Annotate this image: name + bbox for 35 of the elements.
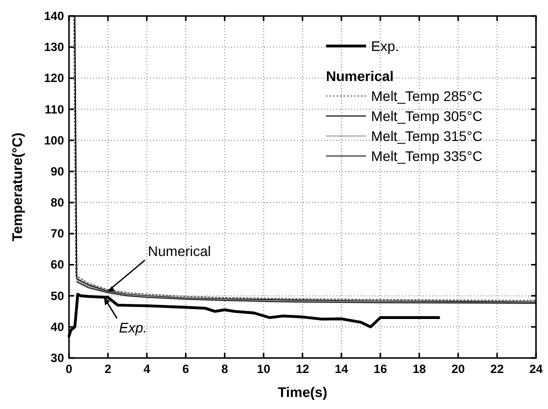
x-tick-label: 20 [451, 362, 466, 376]
x-tick-label: 0 [66, 362, 73, 376]
x-tick-label: 6 [182, 362, 190, 376]
y-tick-label: 120 [44, 71, 64, 86]
legend-label: Exp. [371, 38, 400, 54]
legend-title: Numerical [326, 68, 394, 84]
y-tick-label: 110 [44, 102, 64, 116]
x-tick-label: 18 [412, 362, 426, 376]
x-tick-label: 8 [221, 362, 228, 376]
y-tick-label: 140 [44, 9, 64, 23]
x-tick-label: 14 [334, 362, 348, 376]
y-tick-label: 40 [50, 320, 64, 334]
legend-label: Melt_Temp 335°C [371, 148, 482, 164]
y-tick-label: 50 [50, 288, 64, 303]
y-tick-label: 130 [44, 40, 64, 54]
y-tick-label: 70 [50, 226, 64, 241]
annotation: Numerical [148, 243, 211, 260]
x-tick-label: 2 [104, 362, 112, 376]
x-tick-label: 10 [256, 362, 271, 376]
annotation: Exp. [119, 319, 148, 336]
x-tick-label: 22 [490, 362, 504, 376]
y-axis-title: Temperature(°C) [9, 132, 25, 242]
x-tick-label: 24 [529, 362, 543, 376]
legend-label: Melt_Temp 315°C [371, 128, 482, 144]
legend-label: Melt_Temp 285°C [371, 88, 482, 104]
y-tick-label: 60 [50, 258, 64, 272]
y-tick-label: 100 [44, 133, 64, 148]
x-axis-title: Time(s) [278, 384, 328, 400]
legend-label: Melt_Temp 305°C [371, 108, 482, 124]
y-tick-label: 90 [50, 164, 64, 178]
y-tick-label: 80 [50, 196, 64, 210]
y-tick-label: 30 [50, 351, 64, 365]
x-tick-label: 12 [296, 362, 310, 376]
x-tick-label: 4 [143, 362, 150, 376]
x-tick-label: 16 [374, 362, 388, 376]
